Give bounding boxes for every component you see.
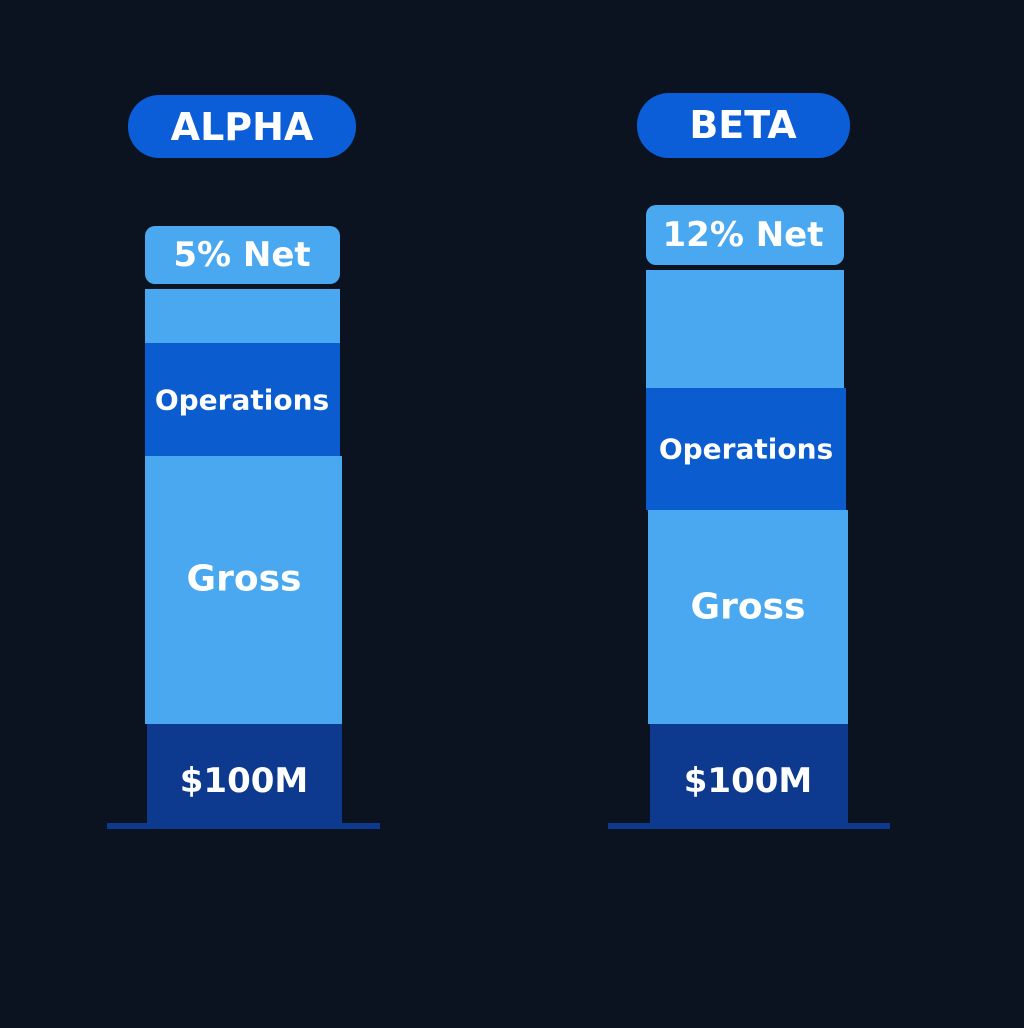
title-pill: [128, 95, 356, 158]
column-title: ALPHA: [171, 105, 314, 149]
net-segment: [646, 270, 844, 388]
segment-label: Gross: [691, 587, 806, 628]
base-label: $100M: [684, 761, 812, 801]
segment-label: Operations: [659, 433, 833, 466]
net-label: 12% Net: [663, 215, 824, 255]
baseline: [608, 823, 890, 829]
net-label-box: [145, 226, 340, 284]
base-segment: [650, 724, 848, 826]
gross-segment: [648, 510, 848, 724]
segment-label: Operations: [155, 384, 329, 417]
column-beta: BETA 12% Net Operations Gross $100M: [608, 93, 890, 829]
column-alpha: ALPHA 5% Net Operations Gross $100M: [107, 95, 380, 829]
net-label: 5% Net: [173, 235, 310, 275]
base-label: $100M: [180, 761, 308, 801]
net-label-box: [646, 205, 844, 265]
segment-label: Gross: [187, 559, 302, 600]
baseline: [107, 823, 380, 829]
base-segment: [147, 724, 342, 826]
operations-segment: [145, 343, 340, 456]
net-segment: [145, 289, 340, 343]
column-title: BETA: [689, 103, 797, 147]
gross-segment: [145, 456, 342, 724]
operations-segment: [646, 388, 846, 510]
title-pill: [637, 93, 850, 158]
